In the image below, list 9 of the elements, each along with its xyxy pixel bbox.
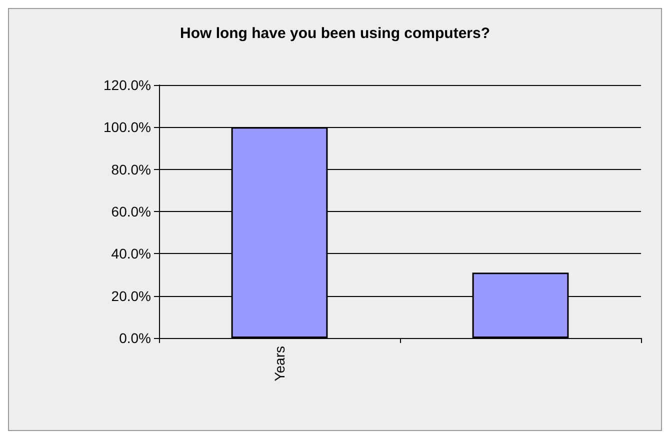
y-tick-label: 60.0% — [111, 204, 151, 220]
chart-title: How long have you been using computers? — [180, 25, 490, 42]
x-tick-label: Years — [272, 346, 288, 382]
y-tick-label: 20.0% — [111, 288, 151, 304]
y-tick-label: 120.0% — [104, 77, 151, 93]
y-tick-label: 100.0% — [104, 119, 151, 136]
y-tick-label: 80.0% — [111, 161, 151, 178]
y-tick-label: 40.0% — [111, 246, 151, 262]
y-tick-label: 0.0% — [119, 330, 151, 346]
